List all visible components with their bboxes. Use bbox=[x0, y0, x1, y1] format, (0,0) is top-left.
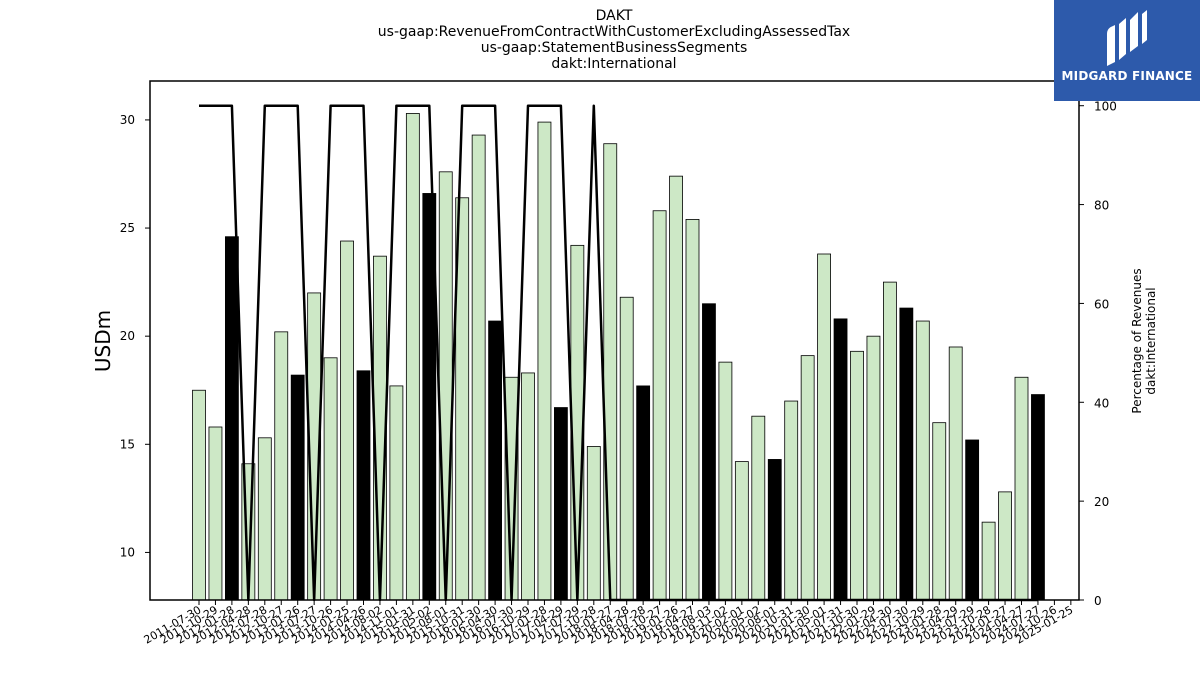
chart-title-line-4: dakt:International bbox=[551, 56, 676, 72]
bar-2018-04-28 bbox=[619, 296, 634, 601]
bar-2022-10-29 bbox=[915, 320, 930, 601]
bar-2016-10-29 bbox=[521, 372, 535, 601]
bar-2022-07-30 bbox=[899, 307, 914, 601]
bar-2018-07-28 bbox=[636, 385, 651, 601]
x-axis-ticks: 2011-07-302011-10-292012-01-282012-04-28… bbox=[142, 600, 1075, 647]
chart-title: DAKT us-gaap:RevenueFromContractWithCust… bbox=[378, 8, 850, 72]
logo-text: MIDGARD FINANCE bbox=[1061, 69, 1193, 83]
bar-2012-01-28 bbox=[224, 236, 239, 601]
bar-2017-10-28 bbox=[586, 446, 601, 601]
chart-title-line-3: us-gaap:StatementBusinessSegments bbox=[481, 40, 748, 56]
bar-2017-07-29 bbox=[570, 244, 585, 601]
bar-2020-10-31 bbox=[784, 400, 799, 601]
bar-2023-01-28 bbox=[932, 422, 947, 601]
bar-2021-05-01 bbox=[817, 253, 831, 601]
y-axis-label: USDm bbox=[91, 310, 115, 372]
bar-2022-04-30 bbox=[883, 281, 897, 601]
bar-2019-08-03 bbox=[702, 303, 716, 601]
midgard-logo-icon bbox=[1107, 10, 1147, 66]
bar-2023-10-28 bbox=[981, 521, 996, 601]
bar-2023-07-29 bbox=[965, 439, 980, 601]
left-axis-ticks: 10 15 20 25 30 bbox=[120, 113, 150, 559]
bar-2020-05-02 bbox=[751, 415, 766, 601]
bar-2014-01-25 bbox=[340, 240, 354, 601]
y2-tick-label: 100 bbox=[1094, 100, 1117, 114]
bar-2020-02-01 bbox=[734, 461, 749, 601]
bar-2018-10-27 bbox=[652, 210, 667, 601]
y2-tick-label: 60 bbox=[1094, 297, 1109, 311]
y-tick-label: 20 bbox=[120, 329, 135, 343]
bar-2017-01-28 bbox=[537, 121, 552, 601]
y2-tick-label: 80 bbox=[1094, 199, 1109, 213]
bar-2014-11-01 bbox=[389, 385, 404, 601]
bar-2014-04-26 bbox=[356, 370, 371, 601]
bar-2019-11-02 bbox=[718, 361, 733, 601]
bar-2020-08-01 bbox=[767, 459, 782, 601]
y2-tick-label: 20 bbox=[1094, 495, 1109, 509]
midgard-finance-logo: MIDGARD FINANCE bbox=[1054, 0, 1200, 101]
bar-2024-04-27 bbox=[1014, 376, 1029, 601]
y-tick-label: 25 bbox=[120, 221, 135, 235]
bar-2023-04-29 bbox=[948, 346, 963, 601]
bar-2012-10-27 bbox=[274, 331, 289, 601]
bar-2011-07-30 bbox=[192, 389, 206, 601]
y2-tick-label: 40 bbox=[1094, 396, 1109, 410]
bar-2022-01-29 bbox=[866, 335, 881, 601]
bar-2013-10-26 bbox=[323, 357, 338, 601]
y-tick-label: 10 bbox=[120, 545, 135, 559]
bar-2012-07-28 bbox=[257, 437, 272, 601]
bar-2016-04-30 bbox=[488, 320, 503, 601]
plot-frame bbox=[149, 80, 1080, 601]
chart-title-line-1: DAKT bbox=[596, 8, 633, 24]
bar-2021-07-31 bbox=[833, 318, 848, 601]
y-tick-label: 30 bbox=[120, 113, 135, 127]
bar-2013-01-26 bbox=[290, 374, 305, 601]
bar-2017-04-29 bbox=[554, 407, 568, 601]
y-tick-label: 15 bbox=[120, 437, 135, 451]
bar-2021-01-30 bbox=[800, 355, 815, 601]
bar-2016-01-30 bbox=[471, 134, 486, 601]
y2-axis-label-line-1: Percentage of Revenues bbox=[1130, 268, 1144, 413]
bar-2018-01-27 bbox=[603, 143, 618, 601]
right-axis-ticks: 0 20 40 60 80 100 bbox=[1079, 100, 1117, 608]
y2-tick-label: 0 bbox=[1094, 594, 1102, 608]
bar-series bbox=[192, 113, 1045, 601]
bar-2019-04-27 bbox=[685, 218, 700, 601]
bar-2019-01-26 bbox=[669, 175, 683, 601]
bar-2011-10-29 bbox=[208, 426, 223, 601]
y2-axis-label-line-2: dakt:International bbox=[1144, 287, 1158, 394]
bar-2024-01-27 bbox=[998, 491, 1012, 601]
chart-title-line-2: us-gaap:RevenueFromContractWithCustomerE… bbox=[378, 24, 850, 40]
bar-2015-01-31 bbox=[405, 113, 420, 601]
bar-2021-10-30 bbox=[850, 350, 864, 601]
bar-2015-08-01 bbox=[438, 171, 453, 601]
bar-2024-07-27 bbox=[1031, 394, 1045, 601]
